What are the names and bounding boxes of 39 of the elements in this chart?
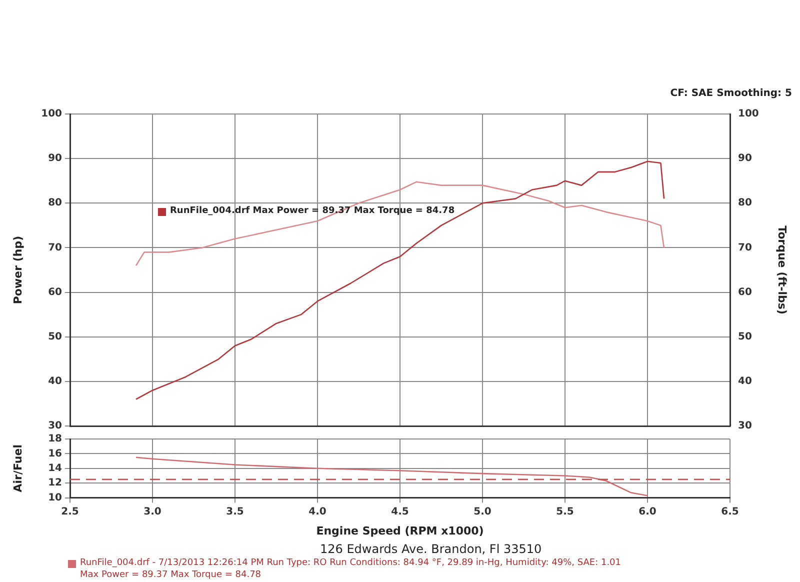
y2-tick-label: 70 xyxy=(738,242,752,254)
y2-tick-label: 100 xyxy=(738,108,759,120)
x-axis-title: Engine Speed (RPM x1000) xyxy=(316,524,484,538)
y-tick-label: 60 xyxy=(48,286,62,298)
y-tick-label: 10 xyxy=(48,492,62,504)
y2-tick-label: 30 xyxy=(738,420,752,432)
x-tick-label: 5.5 xyxy=(556,506,574,518)
text: Max Power = 89.37 Max Torque = 84.78 xyxy=(80,570,262,580)
y2-tick-label: 90 xyxy=(738,153,752,164)
y2-tick-label: 80 xyxy=(738,198,752,209)
y-tick-label: 50 xyxy=(48,331,62,342)
x-tick-label: 6.0 xyxy=(638,506,656,518)
y-tick-label: 18 xyxy=(48,434,62,445)
y-tick-label: 40 xyxy=(48,376,62,388)
y-tick-label: 12 xyxy=(48,478,62,489)
x-tick-label: 3.5 xyxy=(226,506,244,518)
y2-tick-label: 40 xyxy=(738,376,752,388)
annotation: RunFile_004.drf Max Power = 89.37 Max Torque = 84.78 xyxy=(170,206,455,216)
y-tick-label: 30 xyxy=(48,420,62,432)
x-tick-label: 2.5 xyxy=(61,506,79,518)
x-tick-label: 6.5 xyxy=(721,506,739,518)
text: 126 Edwards Ave. Brandon, Fl 33510 xyxy=(320,542,542,556)
y-tick-label: 80 xyxy=(48,198,62,209)
x-tick-label: 4.5 xyxy=(391,506,409,518)
x-tick-label: 5.0 xyxy=(474,506,492,518)
y-tick-label: 100 xyxy=(41,108,62,120)
x-tick-label: 3.0 xyxy=(144,506,162,518)
y-tick-label: 70 xyxy=(48,242,62,254)
y-tick-label: 16 xyxy=(48,448,62,460)
text: RunFile_004.drf - 7/13/2013 12:26:14 PM Run Type: RO Run Conditions: 84.94 °F, 29.89 in-Hg, Humidity: 49%, SAE: 1.01 xyxy=(80,558,622,568)
y-axis-title: Air/Fuel xyxy=(11,444,24,492)
x-tick-label: 4.0 xyxy=(308,506,326,518)
y-axis-title: Power (hp) xyxy=(11,236,24,304)
y-tick-label: 14 xyxy=(48,462,62,474)
y2-tick-label: 50 xyxy=(738,331,752,342)
text: CF: SAE Smoothing: 5 xyxy=(670,88,792,99)
y2-axis-title: Torque (ft-lbs) xyxy=(776,226,789,314)
y2-tick-label: 60 xyxy=(738,286,752,298)
y-tick-label: 90 xyxy=(48,153,62,164)
